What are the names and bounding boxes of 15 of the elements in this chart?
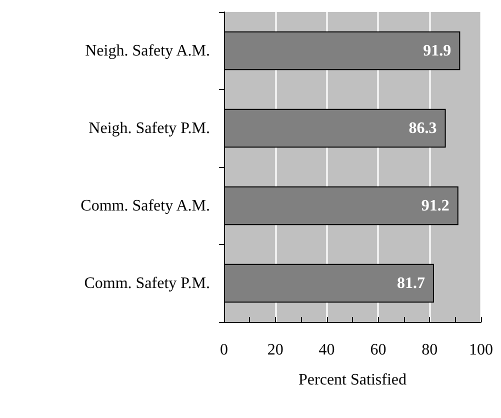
x-tick-label: 20 (267, 342, 284, 358)
data-label: 86.3 (408, 120, 437, 137)
data-label: 91.9 (423, 42, 452, 60)
y-tick-label: Neigh. Safety P.M. (88, 120, 210, 137)
x-tick-label: 80 (422, 342, 438, 358)
x-tick-label: 0 (220, 342, 228, 358)
x-axis-title: Percent Satisfied (298, 372, 406, 388)
x-tick-label: 40 (318, 342, 335, 358)
data-label: 91.2 (421, 197, 450, 214)
y-tick-label: Comm. Safety A.M. (80, 197, 210, 214)
x-tick-label: 100 (469, 342, 493, 358)
x-tick-label: 60 (370, 342, 386, 358)
y-tick-label: Neigh. Safety A.M. (85, 42, 210, 60)
data-label: 81.7 (396, 274, 425, 292)
y-tick-label: Comm. Safety P.M. (84, 274, 210, 292)
